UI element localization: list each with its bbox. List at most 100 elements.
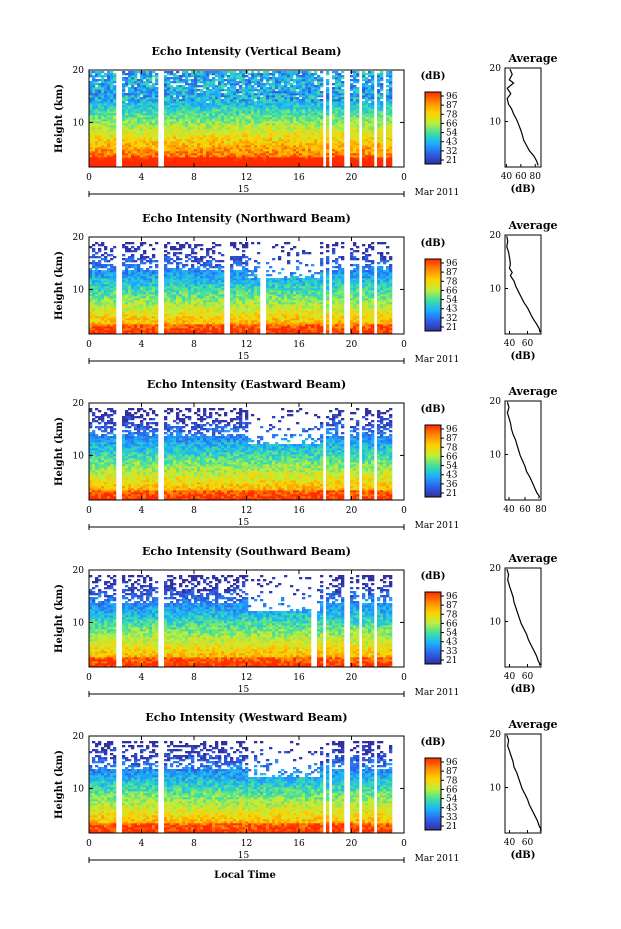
x-tick-label: 20 [346, 839, 358, 849]
x-tick-label: 4 [139, 506, 145, 516]
x-tick-label: 4 [139, 340, 145, 350]
y-tick-label: 20 [73, 566, 85, 576]
colorbar-tick: 54 [446, 629, 458, 639]
colorbar-tick: 87 [446, 434, 458, 444]
colorbar-tick: 66 [446, 619, 458, 629]
average-y-tick: 20 [490, 730, 502, 740]
y-axis-label: Height (km) [54, 417, 65, 486]
colorbar-tick: 96 [446, 92, 458, 102]
colorbar-unit: (dB) [421, 71, 446, 82]
average-title: Average [507, 385, 557, 398]
x-tick-label: 20 [346, 340, 358, 350]
average-x-tick: 80 [530, 172, 542, 182]
x-tick-label: 20 [346, 506, 358, 516]
colorbar-tick: 32 [446, 314, 457, 324]
y-tick-label: 20 [73, 399, 85, 409]
day-label: 15 [238, 352, 250, 362]
average-frame [504, 733, 542, 834]
date-label: Mar 2011 [415, 355, 460, 365]
heatmap [89, 71, 393, 168]
colorbar-tick: 21 [446, 822, 457, 832]
x-tick-label: 0 [86, 506, 92, 516]
average-profile: Average 40 60 20 10 (dB) [490, 219, 558, 362]
y-tick-label: 10 [73, 285, 85, 295]
average-x-tick: 40 [504, 339, 516, 349]
average-y-tick: 10 [490, 451, 502, 461]
colorbar-tick: 96 [446, 758, 458, 768]
average-x-tick: 60 [522, 672, 534, 682]
average-x-tick: 60 [515, 172, 527, 182]
colorbar-tick: 96 [446, 592, 458, 602]
panel-5: Echo Intensity (Westward Beam) 0 4 8 12 16 20 0… [54, 711, 558, 864]
average-x-tick: 60 [522, 838, 534, 848]
colorbar [424, 258, 442, 332]
x-tick-label: 8 [191, 340, 197, 350]
day-label: 15 [238, 685, 250, 695]
x-tick-label: 0 [86, 340, 92, 350]
average-line [506, 734, 542, 832]
average-frame [504, 400, 542, 501]
average-xlabel: (dB) [511, 351, 536, 362]
heatmap [89, 741, 393, 834]
panel-title: Echo Intensity (Eastward Beam) [147, 378, 346, 391]
colorbar-tick: 21 [446, 656, 457, 666]
colorbar-tick: 87 [446, 601, 458, 611]
date-label: Mar 2011 [415, 688, 460, 698]
x-axis-label: Local Time [214, 870, 276, 881]
colorbar [424, 424, 442, 498]
average-title: Average [507, 219, 557, 232]
colorbar-tick: 78 [446, 110, 458, 120]
average-x-tick: 60 [519, 505, 531, 515]
y-tick-label: 20 [73, 732, 85, 742]
x-tick-label: 12 [241, 839, 252, 849]
average-xlabel: (dB) [511, 684, 536, 695]
day-label: 15 [238, 518, 250, 528]
average-x-tick: 40 [504, 672, 516, 682]
x-tick-label: 12 [241, 506, 252, 516]
colorbar-tick: 96 [446, 425, 458, 435]
y-tick-label: 20 [73, 66, 85, 76]
x-tick-label: 16 [293, 340, 305, 350]
date-label: Mar 2011 [415, 521, 460, 531]
colorbar-tick: 33 [446, 647, 458, 657]
average-profile: Average 40 60 80 20 10 (dB) [490, 52, 558, 195]
colorbar-tick: 43 [446, 804, 458, 814]
y-axis-label: Height (km) [54, 750, 65, 819]
average-line [506, 235, 541, 333]
average-x-tick: 60 [522, 339, 534, 349]
average-x-tick: 80 [535, 505, 547, 515]
colorbar-unit: (dB) [421, 238, 446, 249]
colorbar [424, 91, 442, 165]
colorbar-tick: 96 [446, 259, 458, 269]
colorbar-tick: 21 [446, 156, 457, 166]
colorbar-tick: 43 [446, 638, 458, 648]
x-tick-label: 0 [86, 173, 92, 183]
average-frame [504, 234, 542, 335]
panel-4: Echo Intensity (Southward Beam) 0 4 8 12 16 20… [54, 545, 558, 698]
x-tick-label: 4 [139, 173, 145, 183]
colorbar-tick: 54 [446, 129, 458, 139]
colorbar-tick: 54 [446, 795, 458, 805]
colorbar-unit: (dB) [421, 737, 446, 748]
x-tick-label: 16 [293, 506, 305, 516]
x-tick-label: 4 [139, 673, 145, 683]
colorbar-tick: 32 [446, 147, 457, 157]
colorbar-tick: 43 [446, 471, 458, 481]
x-tick-label: 20 [346, 173, 358, 183]
date-label: Mar 2011 [415, 188, 460, 198]
colorbar-tick: 43 [446, 305, 458, 315]
colorbar-tick: 54 [446, 462, 458, 472]
colorbar-tick: 87 [446, 101, 458, 111]
average-y-tick: 10 [490, 285, 502, 295]
colorbar-tick: 66 [446, 119, 458, 129]
average-y-tick: 20 [490, 64, 502, 74]
average-line [506, 401, 541, 499]
average-xlabel: (dB) [511, 850, 536, 861]
x-tick-label: 8 [191, 173, 197, 183]
y-axis-label: Height (km) [54, 584, 65, 653]
x-tick-label: 8 [191, 506, 197, 516]
date-label: Mar 2011 [415, 854, 460, 864]
day-label: 15 [238, 851, 250, 861]
colorbar-tick: 21 [446, 323, 457, 333]
